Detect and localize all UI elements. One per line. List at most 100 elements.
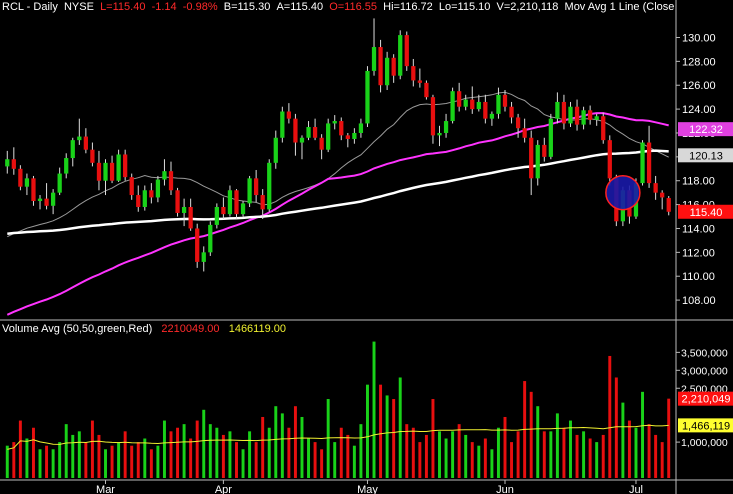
candle-body xyxy=(208,224,213,253)
volume-bar xyxy=(313,442,317,478)
candle-body xyxy=(44,198,49,206)
candle-body xyxy=(561,101,567,124)
candle-body xyxy=(542,144,547,157)
candle-body xyxy=(286,111,292,119)
bid: B=115.30 xyxy=(223,1,271,13)
volume-bar xyxy=(77,431,81,478)
volume-bar xyxy=(542,431,546,478)
volume-bar xyxy=(647,424,651,478)
candle-body xyxy=(136,195,141,207)
candle-body xyxy=(162,171,167,180)
volume-bar xyxy=(621,402,625,478)
price-badge: 122.32 xyxy=(689,124,723,136)
volume-bar xyxy=(379,384,383,478)
volume-bar xyxy=(326,399,330,478)
candle-body xyxy=(345,135,350,139)
candle-body xyxy=(280,111,285,138)
volume-bar xyxy=(641,391,645,478)
exchange: NYSE xyxy=(63,1,94,13)
candle-body xyxy=(201,252,206,262)
volume-bar xyxy=(267,427,271,478)
volume-bar xyxy=(424,434,428,478)
symbol[interactable]: RCL xyxy=(2,1,24,13)
candle-body xyxy=(5,159,10,167)
volume-bar xyxy=(660,442,664,478)
volume-bar xyxy=(510,442,514,478)
candle-body xyxy=(50,192,56,206)
volume-bar xyxy=(97,434,101,478)
candle-body xyxy=(83,136,88,150)
volume-bar xyxy=(136,442,140,478)
candle-body xyxy=(476,101,481,110)
price-tick-label: 114.00 xyxy=(682,223,715,235)
open: O=116.55 xyxy=(329,1,377,13)
candle-body xyxy=(142,190,147,207)
volume-bar xyxy=(202,409,206,478)
volume-bar xyxy=(464,434,468,478)
volume-bar xyxy=(444,438,448,478)
candle-body xyxy=(168,171,174,191)
candle-body xyxy=(319,137,324,150)
volume-bar xyxy=(287,427,291,478)
candle-body xyxy=(188,206,193,229)
volume-bar xyxy=(18,420,22,478)
candle-body xyxy=(175,190,180,213)
chart-header: RCL - Daily NYSE L=115.40 -1.14 -0.98% B… xyxy=(2,1,675,13)
price-candles xyxy=(5,18,671,272)
price-tick-label: 108.00 xyxy=(682,295,716,307)
volume-bar xyxy=(503,416,507,478)
candle-body xyxy=(660,192,665,198)
candle-body xyxy=(181,206,187,213)
candle-body xyxy=(70,140,75,159)
candle-body xyxy=(607,140,612,179)
candle-body xyxy=(326,123,331,150)
candle-body xyxy=(240,203,246,215)
magenta-moving-average-line xyxy=(6,112,669,316)
candle-body xyxy=(666,198,671,212)
volume-bar xyxy=(595,442,599,478)
volume-bar xyxy=(667,398,671,478)
study-label: Mov Avg 1 Line (Close xyxy=(564,1,675,13)
volume-bar xyxy=(195,420,199,478)
candle-body xyxy=(509,106,514,118)
volume-bar xyxy=(169,431,173,478)
candle-body xyxy=(11,159,16,169)
volume-bar xyxy=(555,413,559,478)
highlight-circle xyxy=(605,174,641,211)
candle-body xyxy=(443,121,449,133)
candle-body xyxy=(227,190,233,215)
white-moving-average-line xyxy=(7,149,669,235)
price-tick-label: 126.00 xyxy=(682,80,716,92)
candle-body xyxy=(581,110,586,125)
highlight xyxy=(605,174,641,211)
volume-bar xyxy=(372,341,376,478)
last-price: L=115.40 xyxy=(100,1,146,13)
candle-body xyxy=(116,154,121,181)
volume-bar xyxy=(431,399,435,478)
change-pct: -0.98% xyxy=(182,1,218,13)
volume-bar xyxy=(490,449,494,478)
volume-bar xyxy=(58,442,62,478)
candle-body xyxy=(489,113,495,119)
candle-body xyxy=(529,137,534,179)
volume-header: Volume Avg (50,50,green,Red) 2210049.00 … xyxy=(2,323,286,335)
candle-body xyxy=(96,162,102,181)
volume-bar xyxy=(221,434,225,478)
volume-bar xyxy=(549,431,553,478)
candle-body xyxy=(260,195,265,210)
volume-bar xyxy=(123,431,127,478)
volume-bar xyxy=(359,424,363,478)
axes: 130.00128.00126.00124.00122.00120.00118.… xyxy=(96,32,733,494)
volume-bar xyxy=(90,420,94,478)
candle-body xyxy=(18,168,23,187)
high: Hi=116.72 xyxy=(383,1,433,13)
price-tick-label: 112.00 xyxy=(682,247,715,259)
volume-bar xyxy=(208,424,212,478)
candle-body xyxy=(398,35,403,76)
volume-bar xyxy=(365,384,369,478)
candle-body xyxy=(601,116,606,141)
candle-body xyxy=(234,190,239,215)
candle-body xyxy=(129,177,134,196)
period: Daily xyxy=(33,1,58,13)
